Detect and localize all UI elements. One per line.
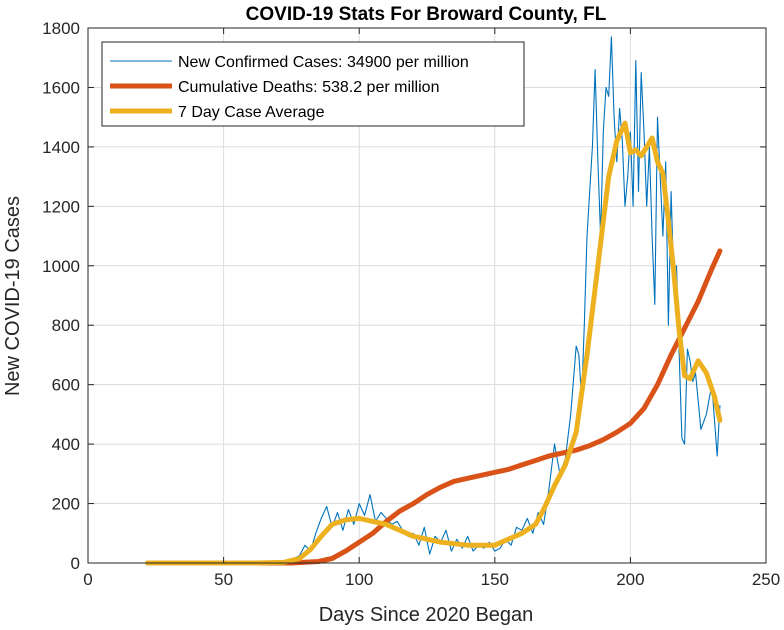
x-tick-label: 50 bbox=[214, 570, 233, 589]
series-line-2 bbox=[145, 248, 723, 566]
y-tick-label: 0 bbox=[71, 554, 80, 573]
legend-label-3: 7 Day Case Average bbox=[178, 104, 325, 121]
y-tick-label: 600 bbox=[52, 376, 80, 395]
y-tick-label: 800 bbox=[52, 316, 80, 335]
x-tick-label: 250 bbox=[752, 570, 780, 589]
y-tick-label: 200 bbox=[52, 495, 80, 514]
y-tick-label: 1000 bbox=[42, 257, 80, 276]
legend-label-2: Cumulative Deaths: 538.2 per million bbox=[178, 79, 439, 96]
legend-box bbox=[101, 41, 525, 127]
y-tick-label: 1200 bbox=[42, 197, 80, 216]
series-line-3 bbox=[145, 120, 723, 566]
series-lines bbox=[145, 36, 723, 566]
tick-labels: 0 50 100 150 200 250 0 200 400 600 800 1000 1200 1400… bbox=[42, 19, 780, 589]
y-tick-label: 400 bbox=[52, 435, 80, 454]
y-tick-label: 1400 bbox=[42, 138, 80, 157]
x-axis-label: Days Since 2020 Began bbox=[319, 604, 534, 626]
y-tick-label: 1600 bbox=[42, 78, 80, 97]
x-tick-label: 150 bbox=[481, 570, 509, 589]
y-axis-label: New COVID-19 Cases bbox=[2, 196, 24, 396]
axes bbox=[87, 27, 767, 564]
legend-label-1: New Confirmed Cases: 34900 per million bbox=[178, 54, 469, 71]
x-tick-label: 200 bbox=[616, 570, 644, 589]
x-tick-label: 100 bbox=[345, 570, 373, 589]
chart-title: COVID-19 Stats For Broward County, FL bbox=[246, 4, 607, 25]
x-tick-label: 0 bbox=[83, 570, 92, 589]
plot-area-border bbox=[87, 27, 767, 564]
y-tick-label: 1800 bbox=[42, 19, 80, 38]
legend: New Confirmed Cases: 34900 per million Cu… bbox=[101, 41, 525, 127]
